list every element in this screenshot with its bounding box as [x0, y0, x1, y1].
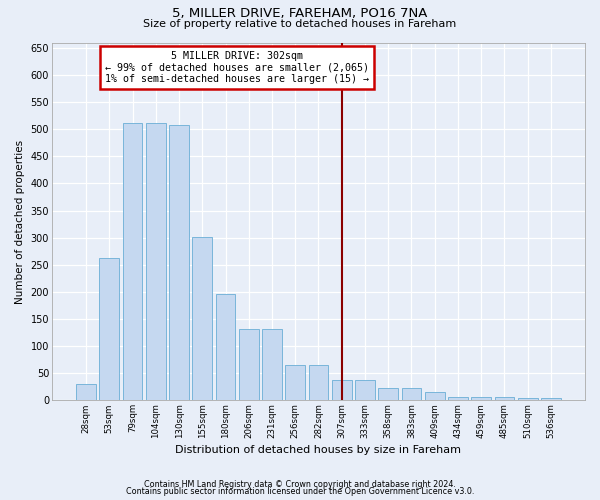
Bar [193, 236, 212, 400]
Bar [308, 365, 328, 400]
Bar [169, 126, 189, 400]
X-axis label: Distribution of detached houses by size in Fareham: Distribution of detached houses by size … [175, 445, 461, 455]
Bar [76, 384, 96, 400]
Bar [494, 397, 514, 400]
Bar [379, 388, 398, 400]
Bar [355, 380, 375, 400]
Bar [471, 397, 491, 400]
Bar [541, 398, 561, 400]
Bar [448, 396, 468, 400]
Bar [122, 124, 142, 400]
Bar [262, 329, 282, 400]
Text: 5 MILLER DRIVE: 302sqm  
← 99% of detached houses are smaller (2,065)
1% of semi: 5 MILLER DRIVE: 302sqm ← 99% of detached… [105, 50, 369, 84]
Text: Contains HM Land Registry data © Crown copyright and database right 2024.: Contains HM Land Registry data © Crown c… [144, 480, 456, 489]
Bar [518, 398, 538, 400]
Bar [401, 388, 421, 400]
Bar [239, 329, 259, 400]
Bar [215, 294, 235, 401]
Bar [332, 380, 352, 400]
Text: Contains public sector information licensed under the Open Government Licence v3: Contains public sector information licen… [126, 487, 474, 496]
Bar [286, 365, 305, 400]
Text: 5, MILLER DRIVE, FAREHAM, PO16 7NA: 5, MILLER DRIVE, FAREHAM, PO16 7NA [172, 8, 428, 20]
Text: Size of property relative to detached houses in Fareham: Size of property relative to detached ho… [143, 19, 457, 29]
Bar [425, 392, 445, 400]
Y-axis label: Number of detached properties: Number of detached properties [15, 140, 25, 304]
Bar [146, 124, 166, 400]
Bar [100, 258, 119, 400]
